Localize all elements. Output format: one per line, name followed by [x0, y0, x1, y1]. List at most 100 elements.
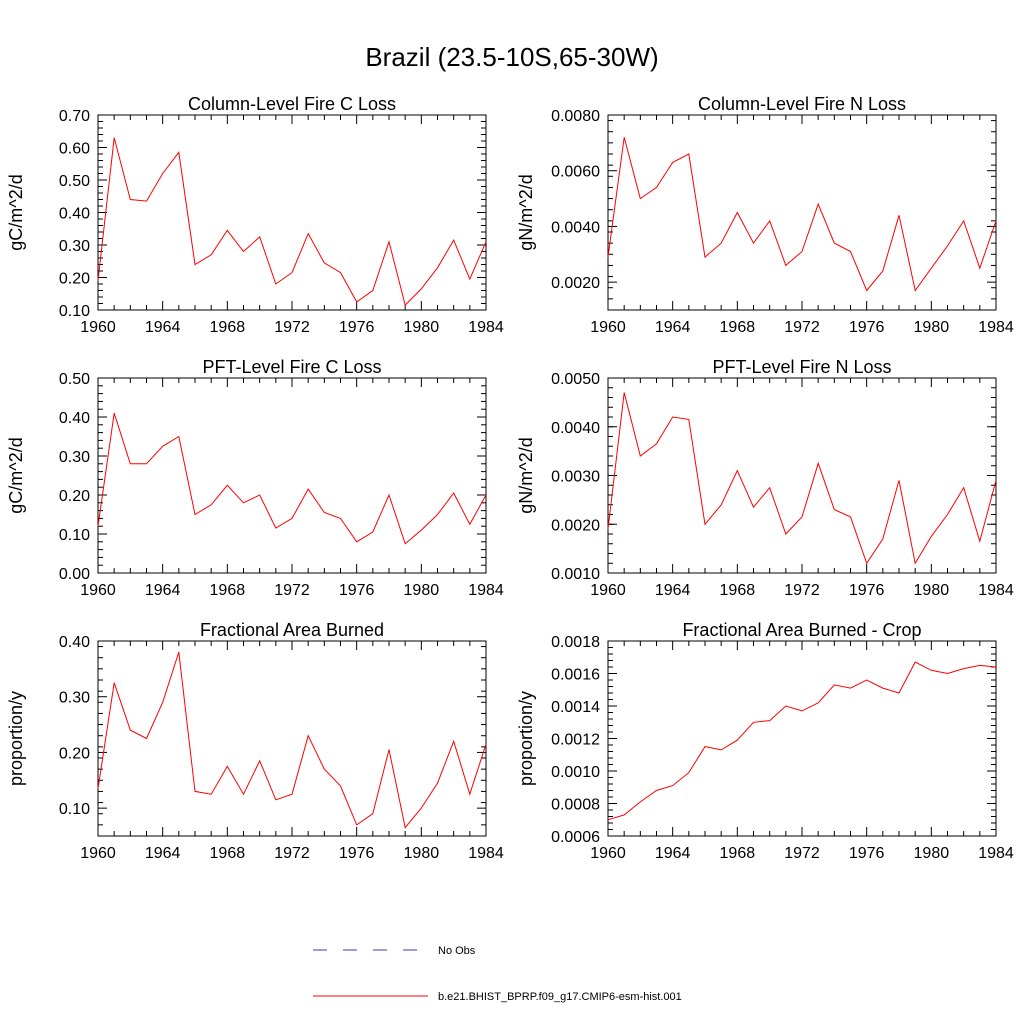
y-axis-label: proportion/y	[516, 691, 536, 786]
x-tick-label: 1984	[978, 582, 1014, 599]
x-tick-label: 1984	[468, 845, 504, 862]
x-tick-label: 1976	[339, 319, 375, 336]
y-tick-label: 0.0018	[551, 634, 600, 651]
x-tick-label: 1972	[274, 845, 310, 862]
x-tick-label: 1964	[145, 845, 181, 862]
legend: No Obs b.e21.BHIST_BPRP.f09_g17.CMIP6-es…	[313, 945, 682, 1003]
y-tick-label: 0.0010	[551, 566, 600, 583]
x-tick-label: 1972	[274, 582, 310, 599]
panel-fractional-area-burned: Fractional Area Burned proportion/y 1960 19…	[6, 620, 504, 862]
x-tick-label: 1972	[784, 845, 820, 862]
panel-title: Fractional Area Burned - Crop	[682, 620, 921, 640]
panel-pft-level-fire-c-loss: PFT-Level Fire C Loss gC/m^2/d 1960 1964 196…	[6, 357, 504, 599]
y-tick-label: 0.10	[59, 303, 90, 320]
x-tick-label: 1984	[978, 845, 1014, 862]
panels: Column-Level Fire C Loss gC/m^2/d 1960 1964…	[6, 94, 1014, 862]
plot-frame	[607, 114, 997, 311]
x-tick-label: 1972	[784, 319, 820, 336]
x-tick-label: 1968	[720, 845, 756, 862]
y-axis-label: gC/m^2/d	[6, 174, 26, 250]
x-tick-label: 1984	[468, 319, 504, 336]
x-tick-label: 1964	[655, 845, 691, 862]
legend-label-model: b.e21.BHIST_BPRP.f09_g17.CMIP6-esm-hist.…	[438, 991, 682, 1003]
y-axis-label: gN/m^2/d	[516, 174, 536, 250]
series-line-model	[607, 661, 997, 821]
y-tick-label: 0.00	[59, 566, 90, 583]
plot-frame	[607, 377, 997, 574]
y-tick-label: 0.40	[59, 410, 90, 427]
y-tick-label: 0.0020	[551, 517, 600, 534]
figure-title: Brazil (23.5-10S,65-30W)	[365, 42, 658, 72]
panel-title: PFT-Level Fire N Loss	[712, 357, 891, 377]
x-tick-label: 1964	[655, 582, 691, 599]
y-tick-label: 0.0006	[551, 829, 600, 846]
x-tick-label: 1960	[80, 319, 116, 336]
x-tick-label: 1984	[978, 319, 1014, 336]
x-tick-label: 1964	[145, 582, 181, 599]
x-tick-label: 1964	[145, 319, 181, 336]
y-tick-label: 0.0012	[551, 732, 600, 749]
panel-title: Column-Level Fire N Loss	[698, 94, 906, 114]
plot-frame	[97, 640, 487, 837]
y-tick-label: 0.70	[59, 108, 90, 125]
x-tick-label: 1976	[849, 582, 885, 599]
x-tick-label: 1960	[80, 582, 116, 599]
y-tick-label: 0.20	[59, 745, 90, 762]
panel-title: Fractional Area Burned	[200, 620, 384, 640]
x-tick-label: 1976	[849, 319, 885, 336]
y-tick-label: 0.0050	[551, 371, 600, 388]
y-tick-label: 0.40	[59, 634, 90, 651]
x-tick-label: 1980	[914, 319, 950, 336]
y-tick-label: 0.10	[59, 801, 90, 818]
x-tick-label: 1972	[274, 319, 310, 336]
y-tick-label: 0.0080	[551, 108, 600, 125]
y-axis-label: proportion/y	[6, 691, 26, 786]
y-tick-label: 0.0020	[551, 275, 600, 292]
x-tick-label: 1968	[210, 319, 246, 336]
x-tick-label: 1972	[784, 582, 820, 599]
y-tick-label: 0.60	[59, 141, 90, 158]
y-tick-label: 0.40	[59, 206, 90, 223]
y-tick-label: 0.50	[59, 173, 90, 190]
plot-frame	[97, 377, 487, 574]
y-tick-label: 0.30	[59, 238, 90, 255]
legend-label-no-obs: No Obs	[438, 945, 476, 957]
y-tick-label: 0.0060	[551, 164, 600, 181]
x-tick-label: 1960	[590, 582, 626, 599]
panel-pft-level-fire-n-loss: PFT-Level Fire N Loss gN/m^2/d 1960 1964 196…	[516, 357, 1014, 599]
y-axis-label: gC/m^2/d	[6, 437, 26, 513]
series-line-model	[97, 137, 487, 307]
y-tick-label: 0.20	[59, 271, 90, 288]
panel-title: Column-Level Fire C Loss	[188, 94, 396, 114]
x-tick-label: 1960	[590, 845, 626, 862]
x-tick-label: 1964	[655, 319, 691, 336]
y-tick-label: 0.0008	[551, 797, 600, 814]
y-tick-label: 0.0014	[551, 699, 600, 716]
series-line-model	[97, 412, 487, 545]
series-line-model	[607, 392, 997, 565]
y-axis-label: gN/m^2/d	[516, 437, 536, 513]
panel-column-level-fire-n-loss: Column-Level Fire N Loss gN/m^2/d 1960 1964…	[516, 94, 1014, 336]
x-tick-label: 1976	[849, 845, 885, 862]
series-line-model	[607, 137, 997, 292]
y-tick-label: 0.20	[59, 488, 90, 505]
x-tick-label: 1968	[720, 319, 756, 336]
y-tick-label: 0.50	[59, 371, 90, 388]
x-tick-label: 1976	[339, 582, 375, 599]
x-tick-label: 1980	[404, 319, 440, 336]
x-tick-label: 1976	[339, 845, 375, 862]
x-tick-label: 1960	[590, 319, 626, 336]
y-tick-label: 0.0040	[551, 420, 600, 437]
panel-title: PFT-Level Fire C Loss	[202, 357, 381, 377]
x-tick-label: 1968	[210, 845, 246, 862]
y-tick-label: 0.0016	[551, 667, 600, 684]
y-tick-label: 0.30	[59, 690, 90, 707]
y-tick-label: 0.0010	[551, 764, 600, 781]
x-tick-label: 1980	[404, 845, 440, 862]
panel-column-level-fire-c-loss: Column-Level Fire C Loss gC/m^2/d 1960 1964…	[6, 94, 504, 336]
y-tick-label: 0.10	[59, 527, 90, 544]
panel-fractional-area-burned-crop: Fractional Area Burned - Crop proportion/…	[516, 620, 1014, 862]
x-tick-label: 1968	[720, 582, 756, 599]
x-tick-label: 1960	[80, 845, 116, 862]
y-tick-label: 0.0040	[551, 219, 600, 236]
